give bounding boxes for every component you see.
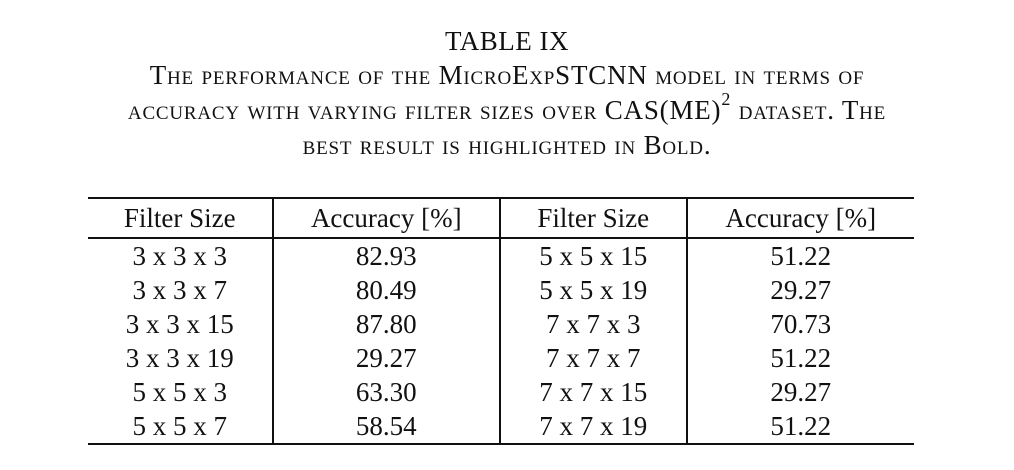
header-row: Filter Size Accuracy [%] Filter Size Acc… [88, 198, 914, 238]
table-caption: TABLE IX The performance of the MicroExp… [0, 24, 1014, 163]
accuracy-cell: 51.22 [685, 341, 914, 375]
filter-size-cell: 5 x 5 x 7 [132, 411, 228, 441]
filter-size-cell: 7 x 7 x 19 [499, 409, 687, 444]
caption-superscript: 2 [721, 89, 732, 109]
table-row: 5 x 5 x 7 58.54 7 x 7 x 19 51.22 [88, 409, 914, 444]
best-accuracy-cell: 87.80 [271, 307, 500, 341]
table-row: 3 x 3 x 19 29.27 7 x 7 x 7 51.22 [88, 341, 914, 375]
table-row: 5 x 5 x 3 63.30 7 x 7 x 15 29.27 [88, 375, 914, 409]
accuracy-cell: 63.30 [271, 375, 500, 409]
table-number: TABLE IX [444, 26, 570, 56]
filter-size-cell: 3 x 3 x 19 [125, 343, 234, 373]
header-accuracy-1: Accuracy [%] [271, 198, 500, 238]
table-row: 3 x 3 x 7 80.49 5 x 5 x 19 29.27 [88, 273, 914, 307]
table-row: 3 x 3 x 15 87.80 7 x 7 x 3 70.73 [88, 307, 914, 341]
filter-size-cell: 7 x 7 x 15 [499, 375, 687, 409]
caption-line-2: accuracy with varying filter sizes over … [0, 90, 1014, 128]
accuracy-cell: 51.22 [685, 409, 914, 444]
accuracy-cell: 58.54 [271, 409, 500, 444]
table-row: 3 x 3 x 3 82.93 5 x 5 x 15 51.22 [88, 238, 914, 273]
caption-line-2-text: accuracy with varying filter sizes over … [127, 95, 722, 125]
caption-line-3: best result is highlighted in Bold. [302, 130, 712, 160]
filter-size-cell: 5 x 5 x 3 [132, 377, 228, 407]
filter-size-cell: 3 x 3 x 15 [125, 309, 234, 339]
accuracy-cell: 51.22 [685, 238, 914, 273]
accuracy-cell: 29.27 [271, 341, 500, 375]
filter-size-cell: 3 x 3 x 3 [132, 241, 228, 271]
table-body: 3 x 3 x 3 82.93 5 x 5 x 15 51.22 3 x 3 x… [88, 238, 914, 444]
accuracy-cell: 82.93 [271, 238, 500, 273]
filter-size-cell: 7 x 7 x 3 [499, 307, 687, 341]
filter-size-cell: 5 x 5 x 19 [499, 273, 687, 307]
filter-size-cell: 7 x 7 x 7 [499, 341, 687, 375]
accuracy-cell: 70.73 [685, 307, 914, 341]
caption-line-1: The performance of the MicroExpSTCNN mod… [149, 60, 865, 90]
accuracy-cell: 29.27 [685, 375, 914, 409]
header-accuracy-2: Accuracy [%] [685, 198, 914, 238]
accuracy-cell: 80.49 [271, 273, 500, 307]
header-filter-size-1: Filter Size [123, 203, 236, 233]
accuracy-cell: 29.27 [685, 273, 914, 307]
header-filter-size-2: Filter Size [499, 198, 687, 238]
caption-line-2-end: dataset. The [731, 95, 887, 125]
filter-size-cell: 3 x 3 x 7 [132, 275, 228, 305]
results-table: Filter Size Accuracy [%] Filter Size Acc… [88, 197, 914, 445]
filter-size-cell: 5 x 5 x 15 [499, 238, 687, 273]
